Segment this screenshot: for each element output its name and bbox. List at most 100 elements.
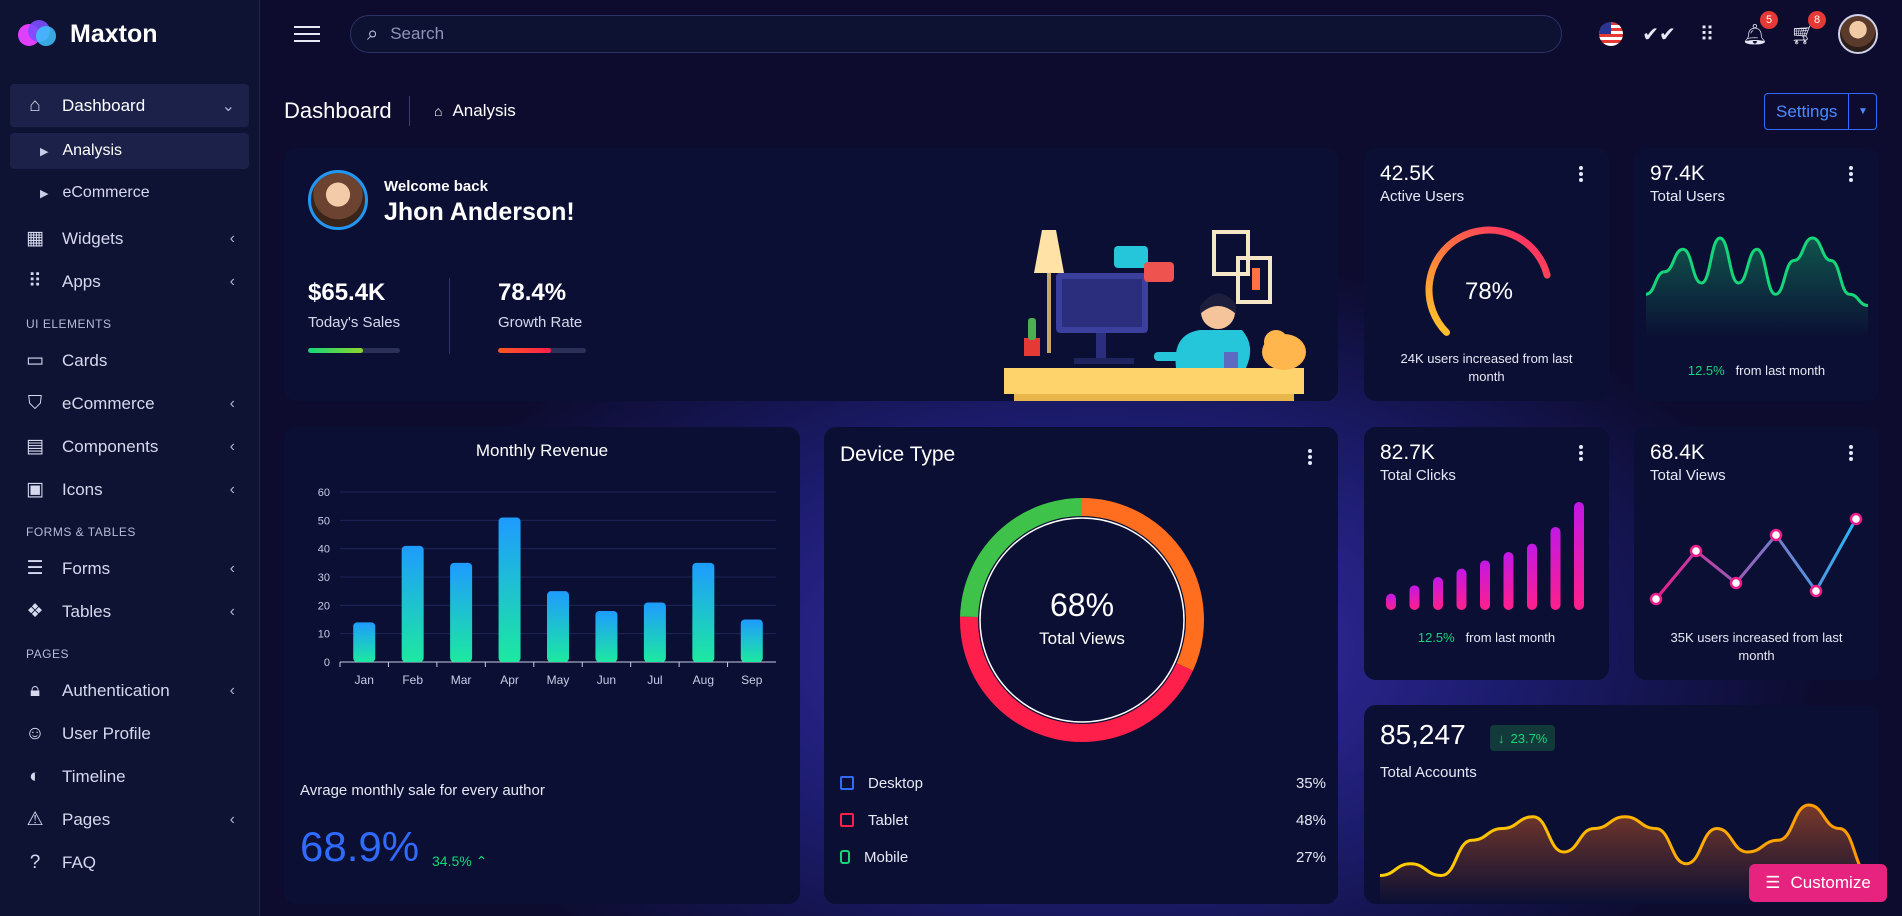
- revenue-bar[interactable]: [740, 619, 763, 663]
- donut-slice[interactable]: [1081, 498, 1204, 671]
- double-check-icon[interactable]: ✔✔: [1642, 23, 1676, 46]
- x-tick-label: Jul: [647, 673, 662, 687]
- brand[interactable]: Maxton: [0, 0, 259, 68]
- views-point[interactable]: [1849, 512, 1863, 526]
- clicks-bar[interactable]: [1433, 577, 1443, 610]
- sidebar-item-widgets[interactable]: ▦ Widgets ‹: [10, 217, 249, 260]
- growth-value: 78.4%: [498, 279, 567, 306]
- sidebar-item-tables[interactable]: ❖ Tables ‹: [10, 590, 249, 633]
- sidebar-item-apps[interactable]: ⠿ Apps ‹: [10, 260, 249, 303]
- clicks-bar[interactable]: [1409, 585, 1420, 610]
- clicks-bar[interactable]: [1456, 568, 1467, 610]
- donut-slice[interactable]: [960, 616, 1193, 742]
- x-tick-label: Jun: [597, 673, 616, 687]
- sidebar-item-user-profile[interactable]: ☺ User Profile: [10, 712, 249, 755]
- clicks-bar[interactable]: [1480, 560, 1490, 610]
- sidebar-item-ecommerce-sub[interactable]: ▶ eCommerce: [10, 175, 249, 211]
- home-icon: ⌂: [434, 103, 443, 119]
- views-point[interactable]: [1649, 592, 1663, 606]
- apps-grid-icon[interactable]: ⠿: [1699, 23, 1715, 46]
- revenue-bar[interactable]: [401, 545, 424, 662]
- bell-icon[interactable]: 🔔︎ 5: [1742, 11, 1778, 47]
- donut-center-value: 68%: [1050, 587, 1114, 623]
- total-accounts-change: 23.7%: [1510, 730, 1548, 746]
- more-options-icon[interactable]: [1849, 166, 1853, 184]
- more-options-icon[interactable]: [1579, 166, 1583, 184]
- sidebar-item-label: Pages: [62, 809, 111, 829]
- timeline-icon: ◐: [29, 765, 41, 787]
- sidebar-item-authentication[interactable]: 🔒︎ Authentication ‹: [10, 669, 249, 712]
- sidebar-item-analysis[interactable]: ▶ Analysis: [10, 133, 249, 169]
- donut-inner-ring: [979, 517, 1185, 723]
- donut-slice[interactable]: [960, 498, 1083, 618]
- sidebar-item-label: Apps: [62, 271, 101, 291]
- revenue-bar[interactable]: [692, 562, 715, 662]
- donut-center-label: Total Views: [1039, 629, 1125, 648]
- sidebar-item-pages[interactable]: ⚠ Pages ‹: [10, 798, 249, 841]
- sidebar-item-label: Analysis: [62, 142, 123, 159]
- nav-section-ui-elements: UI ELEMENTS: [26, 317, 112, 331]
- settings-button[interactable]: Settings: [1764, 93, 1850, 130]
- revenue-bar[interactable]: [353, 622, 376, 662]
- views-point[interactable]: [1729, 576, 1743, 590]
- sidebar-item-dashboard[interactable]: ⌂ Dashboard ⌄: [10, 84, 249, 127]
- user-icon: ☺: [25, 722, 45, 744]
- arrow-down-icon: ↓: [1498, 730, 1505, 746]
- y-tick-label: 60: [318, 487, 330, 499]
- user-avatar[interactable]: [1838, 14, 1878, 54]
- clicks-bar[interactable]: [1550, 527, 1561, 610]
- sidebar-item-ecommerce[interactable]: ⛉ eCommerce ‹: [10, 382, 249, 425]
- total-views-chart: [1649, 512, 1863, 606]
- more-options-icon[interactable]: [1308, 449, 1312, 465]
- revenue-bar[interactable]: [547, 591, 569, 662]
- monthly-revenue-card: Monthly Revenue 0 10 20 30 40 50 60 Jan Feb Mar Ap…: [284, 427, 800, 904]
- total-clicks-label: Total Clicks: [1380, 467, 1456, 484]
- total-clicks-change: 12.5%: [1417, 630, 1455, 645]
- sidebar-item-timeline[interactable]: ◐ Timeline: [10, 755, 249, 798]
- sidebar-item-faq[interactable]: ? FAQ: [10, 841, 249, 884]
- notifications-badge: 5: [1760, 11, 1778, 29]
- sidebar-item-label: Icons: [62, 479, 103, 499]
- views-point[interactable]: [1689, 544, 1703, 558]
- revenue-bar[interactable]: [450, 562, 473, 662]
- views-point[interactable]: [1809, 584, 1823, 598]
- sidebar-item-forms[interactable]: ☰ Forms ‹: [10, 547, 249, 590]
- more-options-icon[interactable]: [1849, 445, 1853, 463]
- brand-logo: [18, 20, 58, 48]
- sidebar-item-cards[interactable]: ▭ Cards: [10, 339, 249, 382]
- gauge-value: 78%: [1465, 278, 1513, 305]
- clicks-bar[interactable]: [1527, 543, 1537, 610]
- cart-badge: 8: [1808, 11, 1826, 29]
- total-accounts-chart: [1380, 803, 1870, 904]
- total-users-sparkline: [1646, 236, 1868, 338]
- revenue-bar[interactable]: [595, 611, 618, 662]
- clicks-bar[interactable]: [1386, 593, 1396, 610]
- menu-toggle-icon[interactable]: [294, 21, 320, 47]
- breadcrumb[interactable]: ⌂ Analysis: [434, 101, 516, 121]
- legend-mobile: Mobile 27%: [840, 845, 1326, 869]
- sidebar-item-components[interactable]: ▤ Components ‹: [10, 425, 249, 468]
- more-options-icon[interactable]: [1579, 445, 1583, 463]
- chevron-left-icon: ‹: [229, 272, 235, 290]
- language-flag-icon[interactable]: [1598, 21, 1624, 47]
- legend-label: Mobile: [864, 848, 909, 866]
- search-bar[interactable]: ⌕: [350, 15, 1562, 53]
- settings-dropdown-toggle[interactable]: ▼: [1849, 93, 1878, 130]
- revenue-caption: Avrage monthly sale for every author: [300, 782, 545, 799]
- clicks-bar[interactable]: [1574, 502, 1584, 610]
- views-point[interactable]: [1769, 528, 1783, 542]
- total-users-foot-text: from last month: [1735, 363, 1826, 378]
- legend-tablet: Tablet 48%: [840, 808, 1326, 832]
- y-tick-label: 30: [318, 572, 330, 584]
- clicks-bar[interactable]: [1503, 552, 1514, 610]
- sales-value: $65.4K: [308, 279, 386, 306]
- cart-icon[interactable]: 🛒︎ 8: [1790, 11, 1826, 47]
- sidebar-item-icons[interactable]: ▣ Icons ‹: [10, 468, 249, 511]
- search-input[interactable]: [390, 24, 1491, 44]
- total-users-foot: 12.5% from last month: [1634, 362, 1879, 380]
- x-tick-label: Jan: [355, 673, 374, 687]
- revenue-bar[interactable]: [498, 517, 521, 663]
- revenue-change: 34.5% ⌃: [432, 853, 487, 870]
- customize-button[interactable]: ☰ Customize: [1749, 864, 1887, 902]
- revenue-bar[interactable]: [643, 602, 666, 663]
